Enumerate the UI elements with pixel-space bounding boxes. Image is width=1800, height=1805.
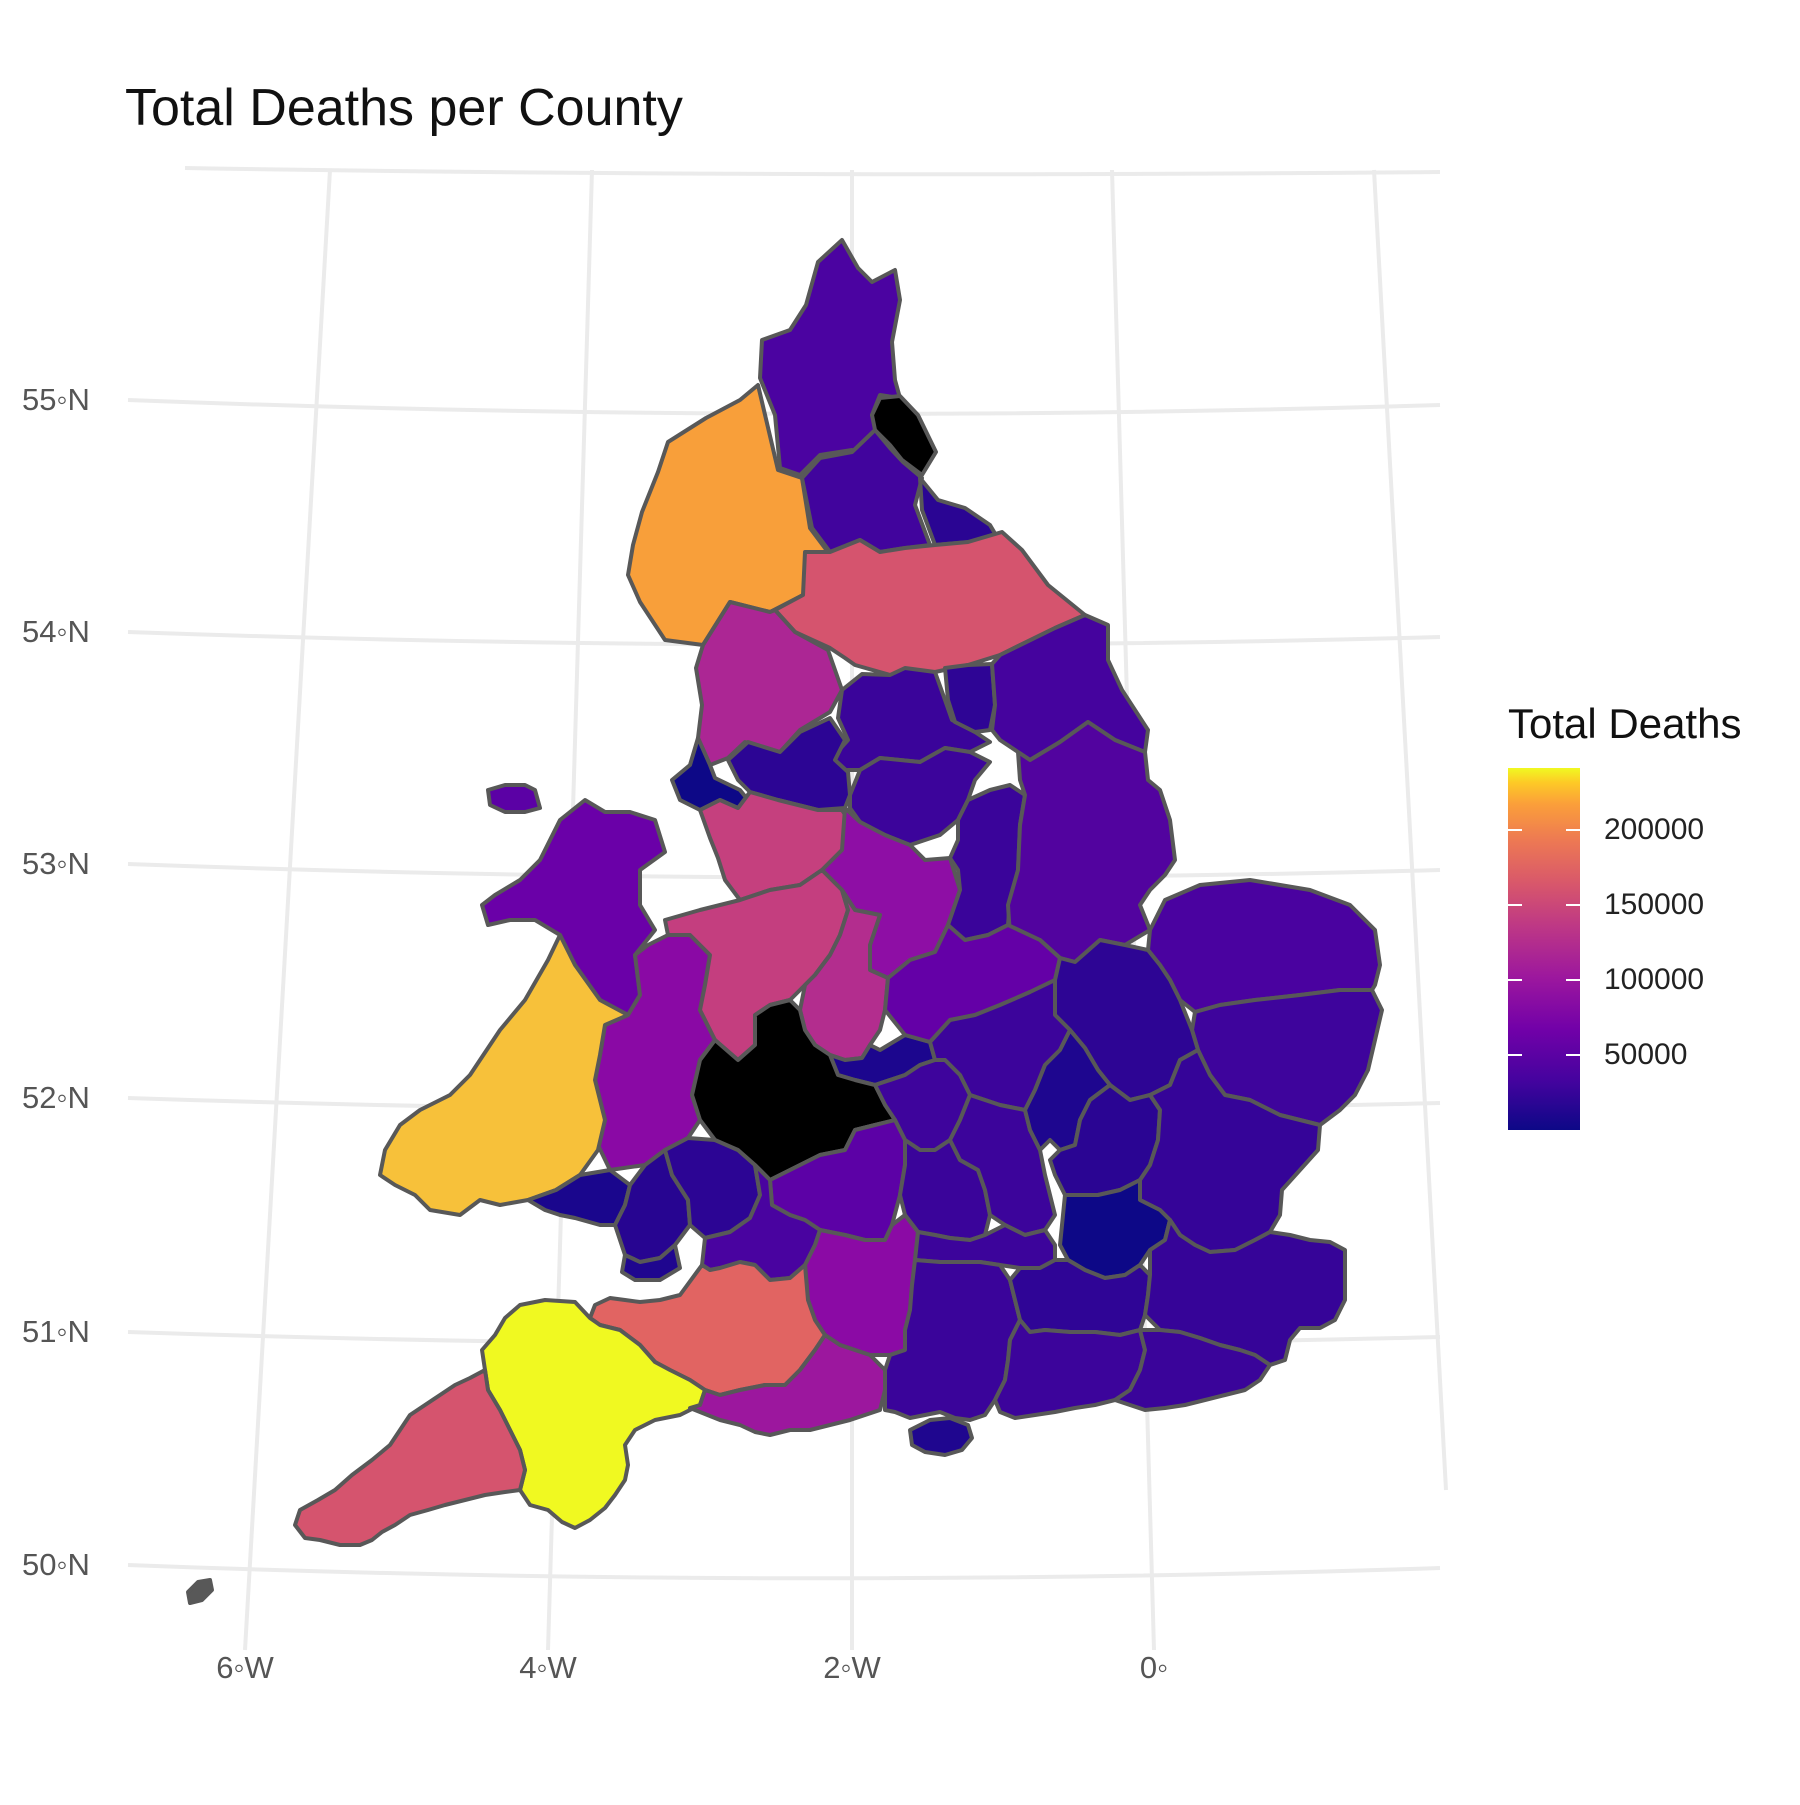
- legend-colorbar: [1508, 768, 1580, 1130]
- region-east-sussex: [1113, 1328, 1272, 1412]
- legend-title: Total Deaths: [1508, 700, 1742, 747]
- county-regions: [186, 238, 1384, 1605]
- lat-label-54n: 54◦N: [22, 614, 90, 649]
- lat-label-52n: 52◦N: [22, 1080, 90, 1115]
- region-surrey: [1008, 1258, 1152, 1337]
- grid-line-lon-6w: [243, 169, 332, 1651]
- lon-label-6w: 6◦W: [216, 1650, 274, 1685]
- region-dyfed: [378, 933, 630, 1217]
- region-isle-of-wight: [908, 1416, 974, 1457]
- lon-label-2w: 2◦W: [823, 1650, 881, 1685]
- lon-label-4w: 4◦W: [519, 1650, 577, 1685]
- region-south-glamorgan: [620, 1243, 682, 1282]
- region-isles-of-scilly: [186, 1578, 214, 1605]
- legend-label-200000: 200000: [1604, 813, 1705, 846]
- grid-line-lat-50: [127, 1563, 1441, 1581]
- legend-label-50000: 50000: [1604, 1038, 1688, 1071]
- lat-label-53n: 53◦N: [22, 846, 90, 881]
- lat-label-50n: 50◦N: [22, 1547, 90, 1582]
- lon-label-0: 0◦: [1139, 1650, 1169, 1685]
- region-west-glamorgan: [526, 1168, 632, 1227]
- region-dorset: [688, 1333, 887, 1437]
- legend-label-100000: 100000: [1604, 963, 1705, 996]
- region-anglesey: [486, 783, 542, 814]
- grid-line-lon-2e: [1372, 169, 1448, 1491]
- region-cornwall: [293, 1368, 527, 1547]
- map-title: Total Deaths per County: [125, 79, 683, 137]
- legend-label-150000: 150000: [1604, 888, 1705, 921]
- region-lincolnshire: [1006, 720, 1177, 964]
- grid-line-lat-top: [184, 166, 1441, 177]
- lat-label-55n: 55◦N: [22, 382, 90, 417]
- legend-gradient-bar: [1508, 768, 1580, 1130]
- region-greater-manchester: [726, 716, 852, 812]
- lat-label-51n: 51◦N: [22, 1314, 90, 1349]
